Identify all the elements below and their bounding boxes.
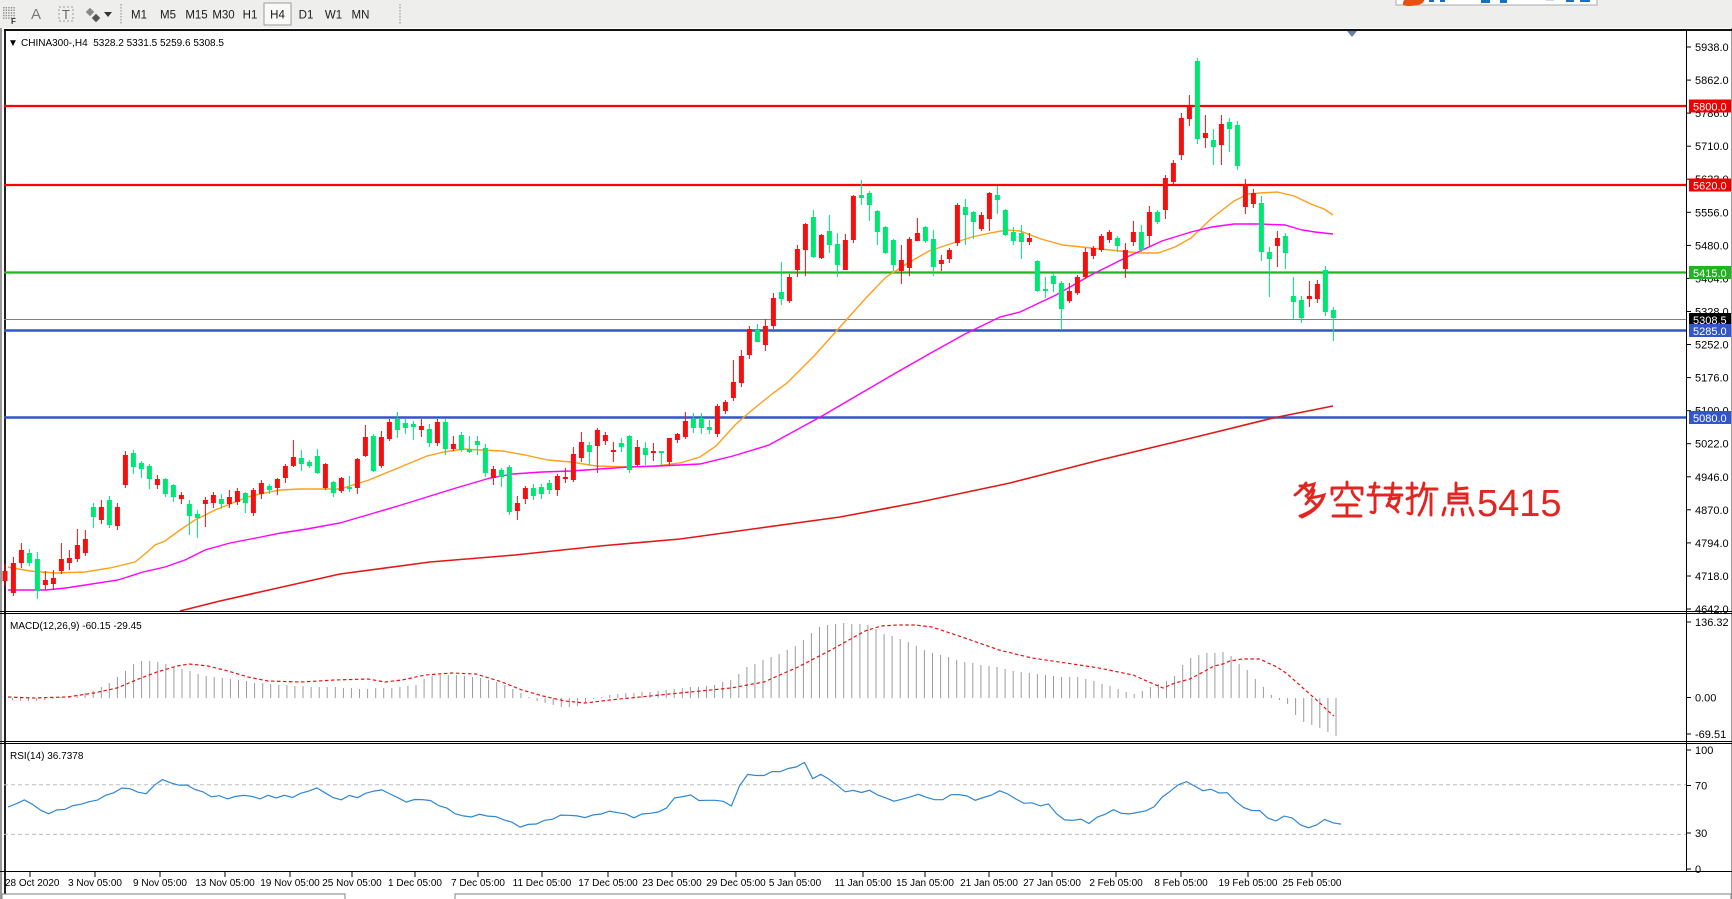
svg-text:19 Nov 05:00: 19 Nov 05:00 (260, 878, 320, 889)
svg-text:30: 30 (1695, 828, 1707, 840)
svg-text:5415: 5415 (1477, 483, 1562, 525)
svg-text:5710.0: 5710.0 (1695, 141, 1729, 153)
svg-text:28 Oct 2020: 28 Oct 2020 (5, 878, 60, 889)
svg-text:70: 70 (1695, 781, 1707, 793)
svg-text:100: 100 (1695, 745, 1713, 757)
svg-text:5022.0: 5022.0 (1695, 439, 1729, 451)
svg-text:15 Jan 05:00: 15 Jan 05:00 (896, 878, 954, 889)
svg-text:7 Dec 05:00: 7 Dec 05:00 (451, 878, 505, 889)
svg-text:M1: M1 (131, 10, 147, 22)
svg-text:5 Jan 05:00: 5 Jan 05:00 (769, 878, 822, 889)
svg-text:11 Jan 05:00: 11 Jan 05:00 (834, 878, 892, 889)
svg-text:RSI(14) 36.7378: RSI(14) 36.7378 (10, 751, 84, 762)
svg-text:8 Feb 05:00: 8 Feb 05:00 (1154, 878, 1208, 889)
svg-text:4642.0: 4642.0 (1695, 604, 1729, 616)
svg-text:W1: W1 (325, 10, 342, 22)
svg-text:5938.0: 5938.0 (1695, 42, 1729, 54)
svg-text:19 Feb 05:00: 19 Feb 05:00 (1219, 878, 1278, 889)
svg-text:9 Nov 05:00: 9 Nov 05:00 (133, 878, 187, 889)
svg-text:MN: MN (352, 10, 370, 22)
svg-text:CHINA300-,H4 5328.2 5331.5 52: CHINA300-,H4 5328.2 5331.5 5259.6 5308.5 (21, 38, 224, 49)
svg-text:5176.0: 5176.0 (1695, 373, 1729, 385)
svg-text:4946.0: 4946.0 (1695, 472, 1729, 484)
svg-text:27 Jan 05:00: 27 Jan 05:00 (1023, 878, 1081, 889)
svg-text:2 Feb 05:00: 2 Feb 05:00 (1089, 878, 1143, 889)
svg-text:4718.0: 4718.0 (1695, 571, 1729, 583)
svg-text:136.32: 136.32 (1695, 617, 1729, 629)
svg-text:5800.0: 5800.0 (1693, 101, 1727, 113)
svg-text:5080.0: 5080.0 (1693, 413, 1727, 425)
svg-text:4794.0: 4794.0 (1695, 538, 1729, 550)
svg-text:5862.0: 5862.0 (1695, 75, 1729, 87)
svg-text:25 Nov 05:00: 25 Nov 05:00 (322, 878, 382, 889)
svg-text:-69.51: -69.51 (1695, 729, 1726, 741)
svg-text:0.00: 0.00 (1695, 693, 1716, 705)
svg-text:▼: ▼ (8, 38, 18, 49)
svg-text:5252.0: 5252.0 (1695, 340, 1729, 352)
svg-text:M30: M30 (212, 10, 234, 22)
svg-text:23 Dec 05:00: 23 Dec 05:00 (642, 878, 702, 889)
svg-text:5308.5: 5308.5 (1693, 315, 1727, 327)
svg-text:17 Dec 05:00: 17 Dec 05:00 (578, 878, 638, 889)
svg-text:D1: D1 (299, 10, 314, 22)
svg-text:29 Dec 05:00: 29 Dec 05:00 (706, 878, 766, 889)
svg-text:4870.0: 4870.0 (1695, 505, 1729, 517)
svg-text:0: 0 (1695, 864, 1701, 876)
svg-text:5556.0: 5556.0 (1695, 207, 1729, 219)
svg-text:1 Dec 05:00: 1 Dec 05:00 (388, 878, 442, 889)
svg-text:13 Nov 05:00: 13 Nov 05:00 (195, 878, 255, 889)
svg-text:T: T (62, 7, 70, 22)
svg-text:M15: M15 (185, 10, 207, 22)
svg-text:5480.0: 5480.0 (1695, 240, 1729, 252)
svg-text:25 Feb 05:00: 25 Feb 05:00 (1283, 878, 1342, 889)
svg-text:5415.0: 5415.0 (1693, 268, 1727, 280)
svg-text:11 Dec 05:00: 11 Dec 05:00 (513, 878, 572, 889)
svg-text:5620.0: 5620.0 (1693, 180, 1727, 192)
svg-text:F: F (11, 17, 16, 26)
svg-text:21 Jan 05:00: 21 Jan 05:00 (960, 878, 1018, 889)
svg-text:H1: H1 (243, 10, 258, 22)
svg-text:M5: M5 (160, 10, 176, 22)
svg-text:5285.0: 5285.0 (1693, 326, 1727, 338)
svg-text:MACD(12,26,9) -60.15 -29.45: MACD(12,26,9) -60.15 -29.45 (10, 621, 142, 632)
svg-text:A: A (31, 6, 41, 23)
svg-text:3 Nov 05:00: 3 Nov 05:00 (68, 878, 122, 889)
svg-text:H4: H4 (270, 10, 285, 22)
